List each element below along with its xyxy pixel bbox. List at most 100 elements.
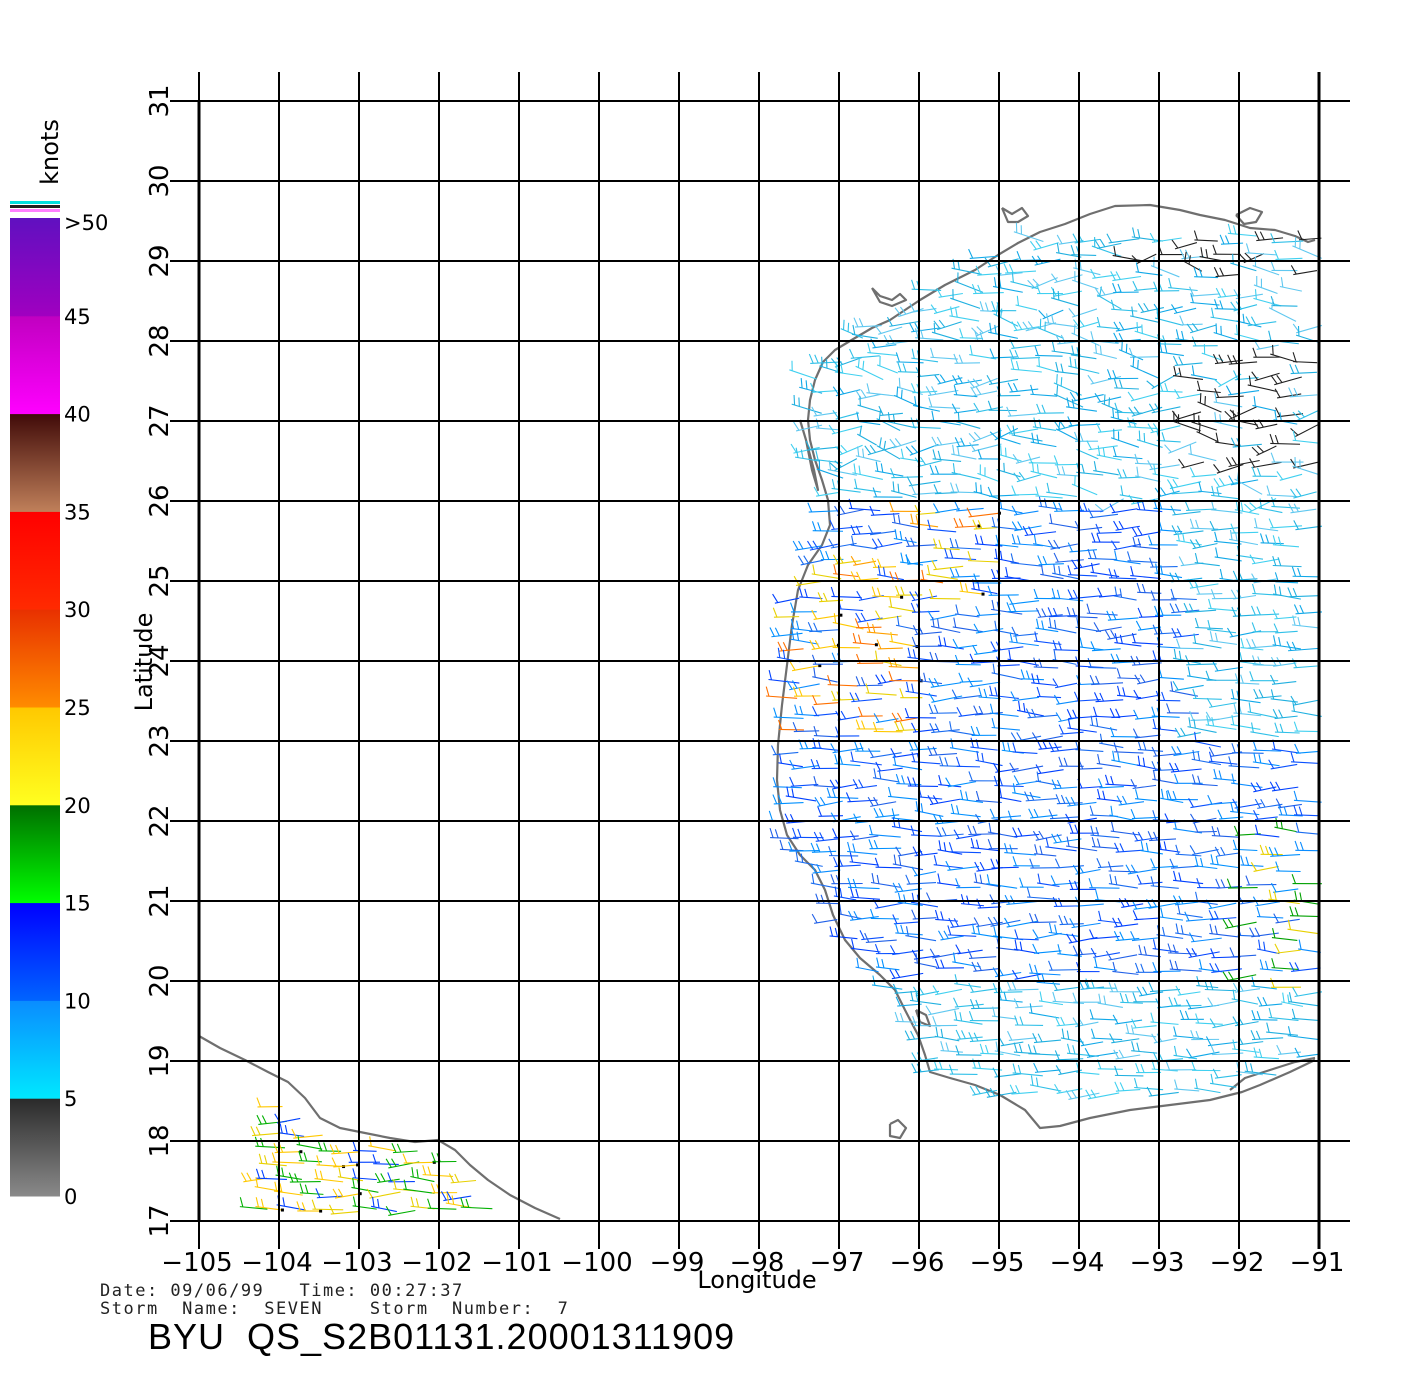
x-tick-label: −103 xyxy=(321,1248,392,1278)
wind-barb xyxy=(1270,452,1304,463)
wind-barb xyxy=(1160,788,1184,804)
wind-barb xyxy=(1290,265,1318,276)
wind-barb xyxy=(1130,306,1159,323)
wind-barb xyxy=(955,1029,983,1040)
wind-barb xyxy=(1112,1014,1143,1025)
wind-barb xyxy=(785,786,817,802)
wind-barb xyxy=(968,442,1002,453)
wind-barb xyxy=(1178,556,1204,567)
wind-barb xyxy=(1151,1033,1177,1044)
wind-barb xyxy=(955,1045,982,1056)
wind-barb xyxy=(830,586,862,599)
wind-barb xyxy=(1052,640,1080,652)
wind-barb xyxy=(1104,774,1137,787)
coastal-feature xyxy=(1235,206,1264,226)
wind-barb xyxy=(932,503,960,514)
wind-barb xyxy=(1065,796,1097,807)
y-tick-label: 18 xyxy=(145,1124,175,1157)
wind-barb xyxy=(1156,925,1184,939)
wind-barb xyxy=(1071,271,1099,290)
wind-barb xyxy=(955,604,980,618)
wind-barb xyxy=(1268,1007,1299,1022)
wind-barb xyxy=(856,653,884,665)
x-tick-label: −93 xyxy=(1130,1248,1185,1278)
wind-barb xyxy=(1179,249,1205,260)
wind-barb xyxy=(769,827,799,840)
wind-barb xyxy=(811,609,843,620)
wind-barb xyxy=(894,721,920,732)
wind-barb xyxy=(967,551,999,563)
wind-barb xyxy=(807,621,839,633)
wind-barb xyxy=(1289,906,1321,918)
wind-barb xyxy=(1292,237,1322,259)
wind-barb xyxy=(387,1172,415,1183)
wind-barb xyxy=(347,1152,381,1163)
wind-barb xyxy=(1209,1018,1240,1029)
wind-barb xyxy=(910,484,942,496)
wind-barb xyxy=(1110,299,1138,312)
wind-barb xyxy=(810,382,838,393)
wind-barb xyxy=(374,1173,400,1184)
wind-barb xyxy=(932,449,962,463)
wind-barb xyxy=(1272,555,1302,568)
wind-barb xyxy=(1147,831,1177,842)
wind-barb xyxy=(1035,486,1063,499)
wind-barb xyxy=(910,417,941,429)
wind-barb xyxy=(875,957,900,971)
wind-barb xyxy=(1055,1065,1083,1076)
wind-barb xyxy=(314,1169,344,1183)
wind-barb xyxy=(1026,887,1058,900)
scale-unit-label: knots xyxy=(36,119,64,185)
wind-barb xyxy=(878,405,903,417)
wind-barb xyxy=(1131,227,1163,242)
wind-barb xyxy=(1033,657,1059,669)
wind-barb xyxy=(968,771,998,782)
wind-barb xyxy=(1190,1029,1220,1041)
wind-barb xyxy=(1185,999,1220,1010)
wind-barb xyxy=(889,571,923,582)
wind-barb xyxy=(1236,545,1264,560)
wind-barb xyxy=(813,725,839,738)
scale-label: 5 xyxy=(64,1087,77,1111)
wind-barb xyxy=(1013,939,1040,955)
wind-barb xyxy=(1012,827,1040,838)
y-tick-label: 31 xyxy=(145,84,175,117)
wind-barb xyxy=(1209,1073,1237,1088)
wind-barb xyxy=(933,814,959,825)
wind-barb xyxy=(1215,287,1241,298)
y-tick-label: 22 xyxy=(145,804,175,837)
wind-barb xyxy=(1287,1026,1319,1040)
wind-barb xyxy=(904,1030,938,1041)
wind-barb xyxy=(1209,520,1240,532)
wind-barb xyxy=(831,637,860,649)
scale-top-stripe xyxy=(10,209,60,212)
wind-barb xyxy=(1150,590,1177,601)
wind-barb xyxy=(1214,531,1242,545)
wind-barb xyxy=(1134,674,1159,685)
wind-barb xyxy=(873,713,899,724)
wind-barb xyxy=(907,647,939,662)
wind-barb xyxy=(1190,365,1218,381)
wind-barb xyxy=(951,463,981,480)
wind-barb xyxy=(1011,521,1042,532)
wind-barb xyxy=(1052,678,1078,689)
wind-barb xyxy=(1118,340,1144,361)
wind-barb xyxy=(1237,894,1264,905)
y-tick-label: 20 xyxy=(145,964,175,997)
wind-barb xyxy=(937,635,964,650)
wind-barb xyxy=(1134,962,1162,973)
wind-barb xyxy=(1127,391,1161,402)
wind-barb xyxy=(895,996,922,1007)
wind-barb xyxy=(1032,417,1057,431)
wind-barb xyxy=(1169,681,1199,697)
wind-barb xyxy=(874,461,904,477)
wind-barb xyxy=(1112,282,1139,294)
wind-barb xyxy=(890,747,920,759)
wind-barb xyxy=(1032,1033,1062,1044)
wind-barb xyxy=(352,1140,377,1152)
wind-barb xyxy=(1097,910,1122,924)
wind-barb xyxy=(1030,432,1057,448)
wind-barb xyxy=(991,717,1020,731)
wind-barb xyxy=(1289,363,1317,375)
wind-barb xyxy=(1147,460,1180,471)
